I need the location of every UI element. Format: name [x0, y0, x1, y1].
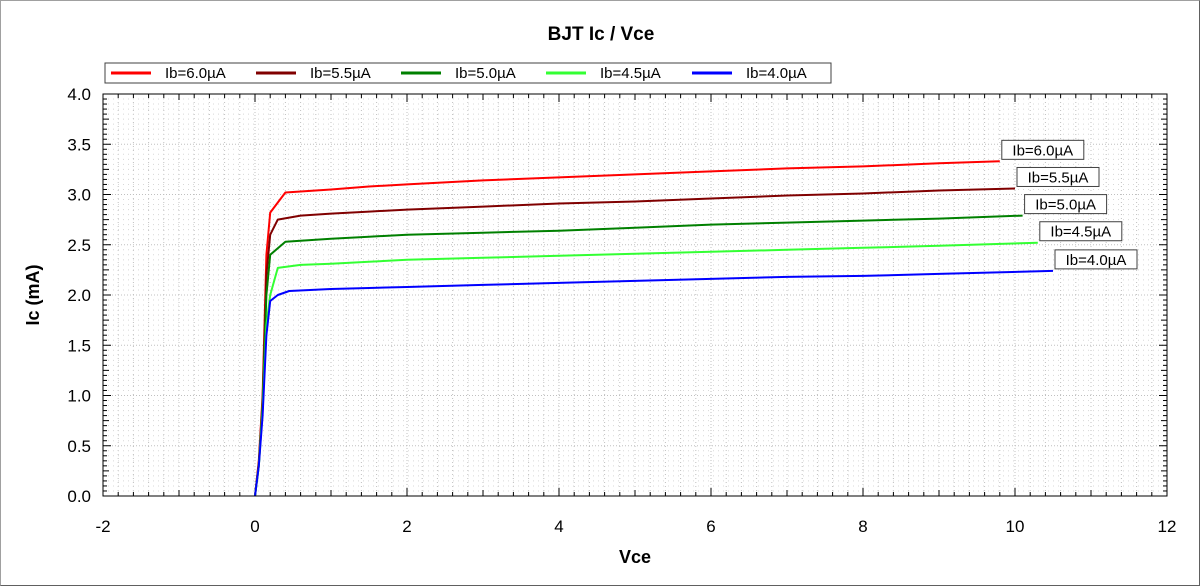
x-tick-label: 0 — [250, 517, 259, 536]
end-label-box-0 — [1001, 139, 1085, 160]
y-tick-label: 4.0 — [67, 85, 91, 104]
plot-border — [102, 93, 1168, 497]
y-tick-label: 0.0 — [67, 487, 91, 506]
series-line-0 — [254, 160, 1000, 497]
x-tick-label: -2 — [95, 517, 110, 536]
legend-label-0: Ib=6.0µA — [165, 65, 226, 82]
x-tick-label: 8 — [858, 517, 867, 536]
y-tick-label: 3.5 — [67, 135, 91, 154]
legend-label-3: Ib=4.5µA — [600, 65, 661, 82]
y-tick-label: 2.5 — [67, 236, 91, 255]
x-tick-label: 4 — [554, 517, 563, 536]
y-tick-label: 3.0 — [67, 186, 91, 205]
end-label-0: Ib=6.0µA — [1012, 142, 1073, 159]
series-line-4 — [254, 269, 1054, 497]
y-tick-label: 0.5 — [67, 437, 91, 456]
end-label-box-1 — [1016, 166, 1100, 187]
legend-box — [104, 62, 832, 84]
y-tick-label: 2.0 — [67, 286, 91, 305]
x-tick-label: 12 — [1158, 517, 1177, 536]
end-label-box-2 — [1024, 194, 1108, 215]
y-tick-label: 1.5 — [67, 336, 91, 355]
legend-label-4: Ib=4.0µA — [746, 65, 807, 82]
end-label-3: Ib=4.5µA — [1050, 224, 1111, 241]
legend-label-1: Ib=5.5µA — [310, 65, 371, 82]
end-label-1: Ib=5.5µA — [1028, 169, 1089, 186]
x-axis-label: Vce — [619, 547, 651, 567]
y-axis-label: Ic (mA) — [23, 264, 43, 325]
x-tick-label: 6 — [706, 517, 715, 536]
end-label-4: Ib=4.0µA — [1066, 252, 1127, 269]
chart-title: BJT Ic / Vce — [548, 24, 655, 45]
y-tick-label: 1.0 — [67, 387, 91, 406]
end-label-box-4 — [1054, 249, 1138, 270]
legend-label-2: Ib=5.0µA — [455, 65, 516, 82]
end-label-2: Ib=5.0µA — [1035, 197, 1096, 214]
legend: Ib=6.0µA Ib=5.5µA Ib=5.0µA Ib=4.5µA Ib=4.0µA — [104, 62, 832, 84]
x-tick-label: 10 — [1006, 517, 1025, 536]
series-layer — [254, 160, 1054, 497]
x-tick-label: 2 — [402, 517, 411, 536]
end-label-box-3 — [1039, 221, 1123, 242]
end-labels: Ib=6.0µA Ib=5.5µA Ib=5.0µA Ib=4.5µA Ib=4.0µA — [1001, 139, 1138, 270]
ticks: -2 0 2 4 6 8 10 12 0.0 0.5 1.0 1.5 2.0 2.5 3.0 3.5 4.0 — [67, 85, 1176, 536]
